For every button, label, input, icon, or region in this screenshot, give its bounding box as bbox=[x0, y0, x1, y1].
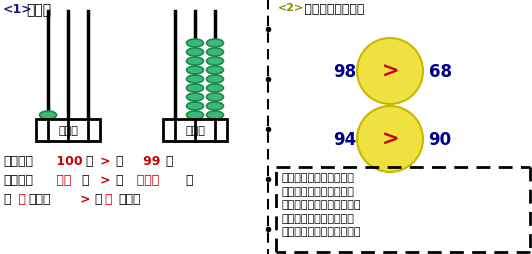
Text: 一百: 一百 bbox=[52, 173, 71, 186]
Circle shape bbox=[357, 107, 423, 172]
Text: 二: 二 bbox=[104, 192, 112, 205]
Ellipse shape bbox=[187, 94, 204, 102]
Ellipse shape bbox=[206, 103, 223, 110]
Text: （: （ bbox=[3, 192, 11, 205]
Text: >: > bbox=[100, 173, 111, 186]
Text: 读作：（: 读作：（ bbox=[3, 173, 33, 186]
Text: 90: 90 bbox=[428, 131, 452, 148]
Text: <1>: <1> bbox=[3, 3, 33, 16]
Text: ）: ） bbox=[185, 173, 193, 186]
Text: 写作：（: 写作：（ bbox=[3, 154, 33, 167]
Circle shape bbox=[357, 39, 423, 105]
Ellipse shape bbox=[206, 49, 223, 57]
Text: 比大小: 比大小 bbox=[26, 3, 51, 17]
Ellipse shape bbox=[206, 94, 223, 102]
Ellipse shape bbox=[187, 85, 204, 93]
Text: 98: 98 bbox=[334, 63, 356, 81]
Ellipse shape bbox=[187, 49, 204, 57]
Text: 100: 100 bbox=[52, 154, 82, 167]
Text: >: > bbox=[381, 130, 399, 149]
Text: 九十九: 九十九 bbox=[128, 173, 159, 186]
Text: （: （ bbox=[94, 192, 102, 205]
Text: ）位数: ）位数 bbox=[28, 192, 51, 205]
Ellipse shape bbox=[206, 67, 223, 75]
Ellipse shape bbox=[187, 40, 204, 48]
Text: 三: 三 bbox=[14, 192, 26, 205]
Text: 两位数之间的比较: 两位数之间的比较 bbox=[300, 3, 364, 16]
Text: 先比数位，数位多的大；
如果都是两位数，先比十
位；十位大的那个数就大。
如果十位相同，再比较个
位，个位大的那个数就大。: 先比数位，数位多的大； 如果都是两位数，先比十 位；十位大的那个数就大。 如果十… bbox=[282, 172, 362, 236]
Text: （: （ bbox=[115, 173, 122, 186]
Ellipse shape bbox=[206, 58, 223, 66]
Text: ）: ） bbox=[162, 154, 173, 167]
Ellipse shape bbox=[187, 112, 204, 120]
Ellipse shape bbox=[187, 76, 204, 84]
Text: >: > bbox=[381, 62, 399, 82]
Text: >: > bbox=[100, 154, 111, 167]
Text: 百十个: 百十个 bbox=[58, 125, 78, 135]
Ellipse shape bbox=[187, 58, 204, 66]
Text: 68: 68 bbox=[428, 63, 452, 81]
Text: （: （ bbox=[115, 154, 122, 167]
Bar bbox=[36, 120, 100, 141]
Text: 99: 99 bbox=[130, 154, 160, 167]
Ellipse shape bbox=[187, 103, 204, 110]
Ellipse shape bbox=[206, 40, 223, 48]
Text: ）位数: ）位数 bbox=[118, 192, 140, 205]
Ellipse shape bbox=[206, 76, 223, 84]
Text: 94: 94 bbox=[334, 131, 356, 148]
Text: 百十个: 百十个 bbox=[185, 125, 205, 135]
Text: <2>: <2> bbox=[278, 3, 304, 13]
Bar bbox=[163, 120, 227, 141]
Ellipse shape bbox=[39, 112, 56, 120]
Text: ）: ） bbox=[78, 173, 89, 186]
Ellipse shape bbox=[206, 112, 223, 120]
Text: >: > bbox=[80, 192, 90, 205]
Ellipse shape bbox=[206, 85, 223, 93]
Ellipse shape bbox=[187, 67, 204, 75]
Text: ）: ） bbox=[78, 154, 94, 167]
